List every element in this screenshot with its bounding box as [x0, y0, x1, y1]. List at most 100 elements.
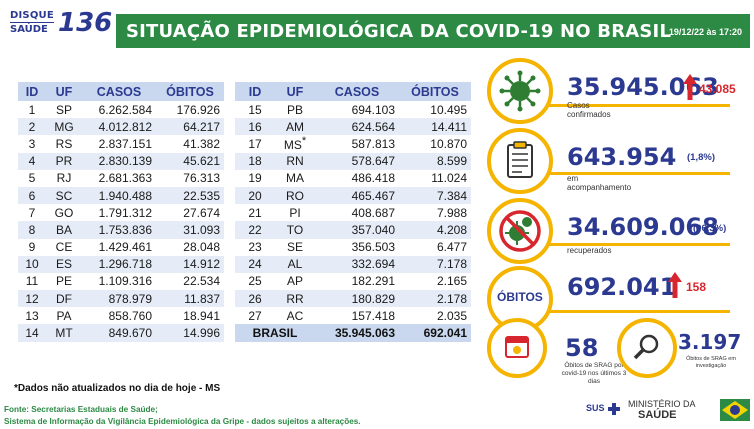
table-row: 24 AL 332.694 7.178	[235, 255, 471, 273]
cell-casos: 578.647	[315, 152, 399, 170]
divider-line	[520, 243, 730, 246]
cell-uf: MA	[275, 169, 315, 187]
recovered-value: 34.609.068	[567, 213, 719, 241]
cell-casos: 486.418	[315, 169, 399, 187]
cell-casos: 1.109.316	[82, 272, 156, 291]
table-row: 3 RS 2.837.151 41.382	[18, 135, 224, 153]
total-cases: 35.945.063	[315, 324, 399, 342]
cell-uf: PR	[46, 152, 82, 170]
page-title: SITUAÇÃO EPIDEMIOLÓGICA DA COVID-19 NO B…	[126, 21, 672, 42]
table-row: 13 PA 858.760 18.941	[18, 307, 224, 325]
cell-id: 12	[18, 290, 46, 308]
monitoring-value: 643.954	[567, 143, 677, 171]
brazil-flag-icon	[720, 399, 750, 421]
cell-id: 18	[235, 152, 275, 170]
cell-uf: MS*	[275, 135, 315, 153]
cell-obitos: 10.495	[399, 101, 471, 119]
disque-divider	[10, 22, 54, 23]
cell-id: 10	[18, 255, 46, 273]
footer-logos: SUS MINISTÉRIO DA SAÚDE	[586, 397, 752, 425]
cell-uf: SE	[275, 238, 315, 256]
total-row: BRASIL 35.945.063 692.041	[235, 324, 471, 342]
cell-obitos: 7.178	[399, 255, 471, 273]
cell-uf: MT	[46, 324, 82, 342]
cell-obitos: 11.837	[156, 290, 224, 308]
magnifier-icon	[633, 334, 659, 360]
disque-label: DISQUE	[10, 10, 54, 21]
cell-id: 9	[18, 238, 46, 256]
cell-casos: 4.012.812	[82, 118, 156, 136]
cell-id: 4	[18, 152, 46, 170]
cell-uf: PI	[275, 204, 315, 222]
cell-id: 24	[235, 255, 275, 273]
cell-obitos: 4.208	[399, 221, 471, 239]
recovered-pct: (96,3%)	[693, 223, 727, 234]
cell-uf: SP	[46, 101, 82, 119]
cell-id: 23	[235, 238, 275, 256]
table-header-row: ID UF CASOS ÓBITOS	[235, 82, 471, 101]
cell-id: 1	[18, 101, 46, 119]
cell-obitos: 7.988	[399, 204, 471, 222]
cell-obitos: 14.996	[156, 324, 224, 342]
cell-casos: 180.829	[315, 290, 399, 308]
cell-casos: 2.837.151	[82, 135, 156, 153]
cell-uf: CE	[46, 238, 82, 256]
cell-id: 17	[235, 135, 275, 153]
table-header-row: ID UF CASOS ÓBITOS	[18, 82, 224, 101]
deaths-circle: ÓBITOS	[487, 266, 553, 332]
srag-deaths-value: 58	[565, 334, 599, 362]
cell-casos: 1.791.312	[82, 204, 156, 222]
cell-uf: DF	[46, 290, 82, 308]
total-label: BRASIL	[235, 324, 315, 342]
cell-casos: 849.670	[82, 324, 156, 342]
cell-uf: AC	[275, 307, 315, 325]
cell-casos: 624.564	[315, 118, 399, 136]
cell-id: 3	[18, 135, 46, 153]
cell-casos: 1.429.461	[82, 238, 156, 256]
cell-uf: BA	[46, 221, 82, 239]
deaths-badge: ÓBITOS	[497, 290, 543, 304]
cell-uf: AM	[275, 118, 315, 136]
table-row: 9 CE 1.429.461 28.048	[18, 238, 224, 256]
cell-casos: 2.830.139	[82, 152, 156, 170]
srag-deaths-label: Óbitos de SRAG por covid-19 nos últimos …	[561, 362, 627, 385]
cell-obitos: 14.912	[156, 255, 224, 273]
cell-casos: 465.467	[315, 186, 399, 205]
virus-icon	[499, 70, 541, 112]
cell-uf: ES	[46, 255, 82, 273]
deaths-new: 158	[686, 280, 707, 294]
col-id: ID	[18, 82, 46, 101]
cell-obitos: 76.313	[156, 169, 224, 187]
cell-uf: MG	[46, 118, 82, 136]
cell-casos: 587.813	[315, 135, 399, 153]
ministry-line-2: SAÚDE	[638, 409, 677, 421]
cell-uf: PB	[275, 101, 315, 119]
table-row: 15 PB 694.103 10.495	[235, 101, 471, 119]
cell-obitos: 7.384	[399, 186, 471, 205]
col-uf: UF	[275, 82, 315, 101]
cell-id: 2	[18, 118, 46, 136]
cell-obitos: 41.382	[156, 135, 224, 153]
cell-obitos: 10.870	[399, 135, 471, 153]
saude-label: SAÚDE	[10, 24, 48, 35]
cell-id: 5	[18, 169, 46, 187]
cell-id: 7	[18, 204, 46, 222]
col-casos: CASOS	[82, 82, 156, 101]
table-row: 25 AP 182.291 2.165	[235, 272, 471, 291]
title-bar: SITUAÇÃO EPIDEMIOLÓGICA DA COVID-19 NO B…	[116, 14, 750, 48]
cell-id: 26	[235, 290, 275, 308]
cell-obitos: 2.035	[399, 307, 471, 325]
cell-obitos: 22.535	[156, 186, 224, 205]
divider-line	[520, 104, 730, 107]
cell-uf: RN	[275, 152, 315, 170]
cell-obitos: 176.926	[156, 101, 224, 119]
table-row: 1 SP 6.262.584 176.926	[18, 101, 224, 119]
total-deaths: 692.041	[399, 324, 471, 342]
cell-obitos: 31.093	[156, 221, 224, 239]
cell-id: 22	[235, 221, 275, 239]
source-line-1: Fonte: Secretarias Estaduais de Saúde;	[4, 405, 158, 414]
states-table-right: ID UF CASOS ÓBITOS 15 PB 694.103 10.495 16 AM…	[235, 82, 471, 342]
cell-casos: 182.291	[315, 272, 399, 291]
table-row: 22 TO 357.040 4.208	[235, 221, 471, 239]
confirmed-value: 35.945.063	[567, 73, 719, 101]
